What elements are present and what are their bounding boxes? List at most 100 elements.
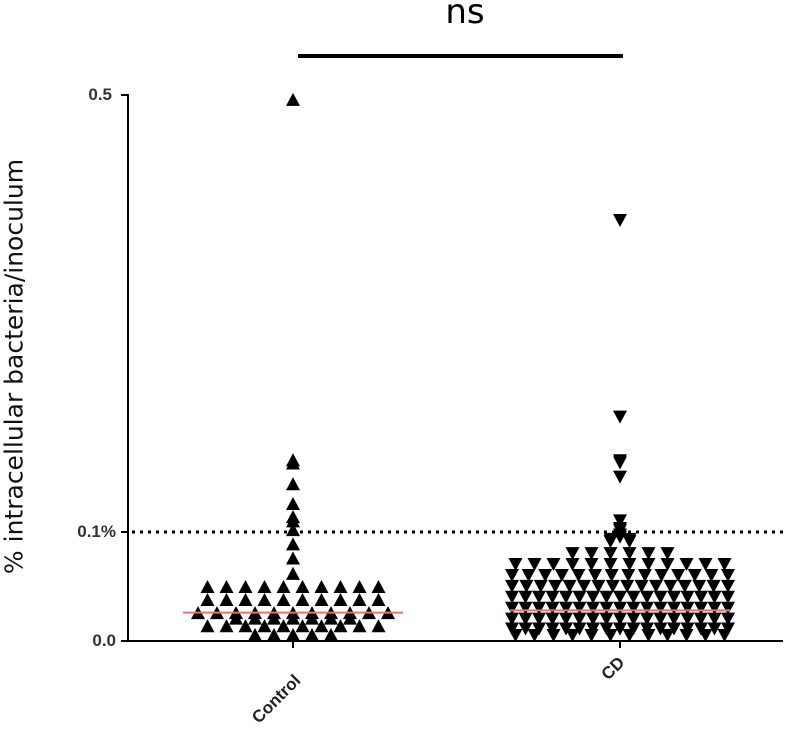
control-points	[191, 92, 395, 641]
triangle-down-marker	[518, 612, 533, 626]
triangle-up-marker	[324, 628, 338, 641]
triangle-down-marker	[641, 629, 656, 642]
triangle-down-marker	[565, 547, 580, 561]
triangle-down-marker	[654, 568, 669, 582]
triangle-down-marker	[605, 579, 620, 593]
triangle-down-marker	[667, 622, 681, 636]
triangle-down-marker	[653, 601, 668, 615]
triangle-down-marker	[679, 558, 694, 572]
triangle-down-marker	[532, 622, 546, 636]
triangle-down-marker	[518, 601, 533, 615]
triangle-down-marker	[706, 579, 721, 593]
triangle-down-marker	[640, 612, 654, 626]
triangle-down-marker	[641, 547, 656, 561]
triangle-up-marker	[200, 619, 215, 633]
triangle-down-marker	[622, 558, 637, 572]
triangle-down-marker	[559, 601, 573, 615]
triangle-down-marker	[717, 629, 732, 642]
triangle-down-marker	[572, 590, 587, 604]
triangle-down-marker	[626, 601, 641, 615]
triangle-down-marker	[680, 612, 695, 626]
triangle-up-marker	[286, 566, 300, 580]
triangle-down-marker	[660, 547, 675, 561]
triangle-down-marker	[622, 547, 637, 561]
triangle-up-marker	[286, 496, 300, 510]
triangle-down-marker	[559, 612, 573, 626]
triangle-down-marker	[613, 601, 627, 615]
triangle-up-marker	[286, 92, 300, 106]
triangle-down-marker	[694, 622, 708, 636]
triangle-up-marker	[267, 628, 281, 641]
triangle-up-marker	[333, 619, 348, 633]
triangle-down-marker	[721, 579, 735, 593]
triangle-down-marker	[603, 629, 618, 642]
triangle-down-marker	[640, 601, 654, 615]
cd-points	[505, 214, 735, 642]
triangle-down-marker	[559, 622, 573, 636]
triangle-down-marker	[599, 622, 614, 636]
triangle-down-marker	[584, 629, 599, 642]
triangle-down-marker	[533, 579, 548, 593]
triangle-down-marker	[584, 558, 599, 572]
triangle-down-marker	[527, 558, 542, 572]
triangle-down-marker	[532, 590, 546, 604]
triangle-up-marker	[200, 593, 215, 607]
triangle-down-marker	[721, 612, 735, 626]
triangle-up-marker	[314, 593, 329, 607]
triangle-down-marker	[621, 568, 636, 582]
triangle-up-marker	[371, 593, 386, 607]
triangle-down-marker	[717, 558, 732, 572]
triangle-up-marker	[257, 619, 272, 633]
triangle-down-marker	[680, 601, 695, 615]
triangle-down-marker	[545, 601, 560, 615]
triangle-up-marker	[238, 593, 253, 607]
triangle-down-marker	[704, 568, 719, 582]
triangle-down-marker	[546, 558, 561, 572]
triangle-down-marker	[603, 535, 618, 549]
triangle-down-marker	[505, 568, 519, 582]
triangle-up-marker	[219, 579, 234, 593]
y-axis-label: % intracellular bacteria/inoculum	[0, 158, 29, 575]
triangle-up-marker	[333, 579, 348, 593]
triangle-down-marker	[545, 622, 560, 636]
triangle-up-marker	[333, 593, 348, 607]
triangle-down-marker	[694, 612, 708, 626]
triangle-down-marker	[565, 558, 580, 572]
triangle-down-marker	[613, 456, 627, 470]
triangle-down-marker	[663, 579, 678, 593]
triangle-down-marker	[505, 590, 519, 604]
triangle-down-marker	[532, 601, 546, 615]
triangle-down-marker	[622, 629, 637, 642]
triangle-down-marker	[603, 558, 618, 572]
triangle-up-marker	[324, 611, 338, 625]
y-tick-label-ref: 0.1%	[77, 522, 116, 541]
triangle-down-marker	[613, 622, 627, 636]
triangle-down-marker	[679, 629, 694, 642]
triangle-up-marker	[238, 619, 253, 633]
triangle-down-marker	[572, 622, 587, 636]
triangle-down-marker	[586, 601, 600, 615]
triangle-up-marker	[314, 619, 329, 633]
triangle-down-marker	[518, 590, 533, 604]
triangle-up-marker	[257, 579, 272, 593]
triangle-up-marker	[229, 611, 243, 625]
triangle-down-marker	[620, 579, 635, 593]
triangle-down-marker	[721, 622, 735, 636]
triangle-down-marker	[586, 612, 600, 626]
y-tick-label-top: 0.5	[88, 85, 112, 104]
triangle-down-marker	[613, 214, 627, 228]
triangle-down-marker	[586, 590, 600, 604]
triangle-down-marker	[554, 568, 569, 582]
triangle-down-marker	[707, 601, 722, 615]
triangle-up-marker	[257, 593, 272, 607]
triangle-down-marker	[634, 579, 649, 593]
triangle-down-marker	[508, 558, 523, 572]
triangle-down-marker	[577, 579, 591, 593]
triangle-up-marker	[286, 628, 300, 641]
triangle-down-marker	[667, 612, 681, 626]
triangle-up-marker	[276, 619, 291, 633]
triangle-down-marker	[640, 622, 654, 636]
triangle-up-marker	[219, 593, 234, 607]
triangle-down-marker	[721, 590, 735, 604]
